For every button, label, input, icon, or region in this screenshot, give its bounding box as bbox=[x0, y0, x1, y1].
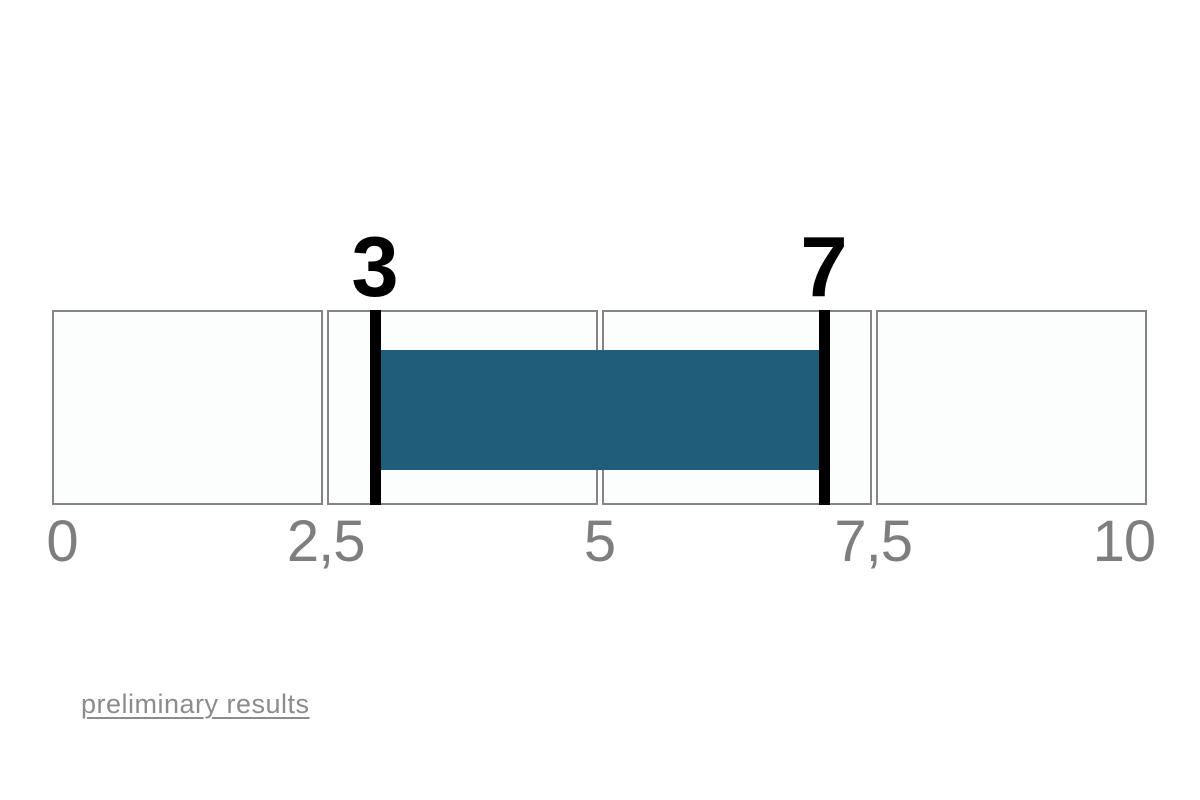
scale-track bbox=[52, 310, 1147, 505]
scale-segment bbox=[52, 310, 323, 505]
range-end-value-label: 7 bbox=[800, 220, 848, 315]
range-start-tick-marker bbox=[369, 310, 381, 505]
range-bar bbox=[380, 350, 819, 470]
range-end-tick-marker bbox=[818, 310, 830, 505]
x-axis: 0 2,5 5 7,5 10 bbox=[46, 505, 1156, 585]
x-axis-tick-label: 5 bbox=[583, 509, 616, 574]
preliminary-results-link[interactable]: preliminary results bbox=[81, 689, 310, 719]
x-axis-tick-label: 0 bbox=[46, 509, 78, 574]
marker-labels-row: 3 7 bbox=[52, 220, 1147, 310]
scale-segment bbox=[876, 310, 1147, 505]
range-start-value-label: 3 bbox=[351, 220, 399, 315]
range-chart: 3 7 0 2,5 5 7,5 10 bbox=[46, 220, 1156, 585]
x-axis-tick-label: 2,5 bbox=[286, 509, 366, 574]
x-axis-tick-label: 10 bbox=[1092, 509, 1157, 574]
x-axis-tick-label: 7,5 bbox=[834, 509, 913, 574]
